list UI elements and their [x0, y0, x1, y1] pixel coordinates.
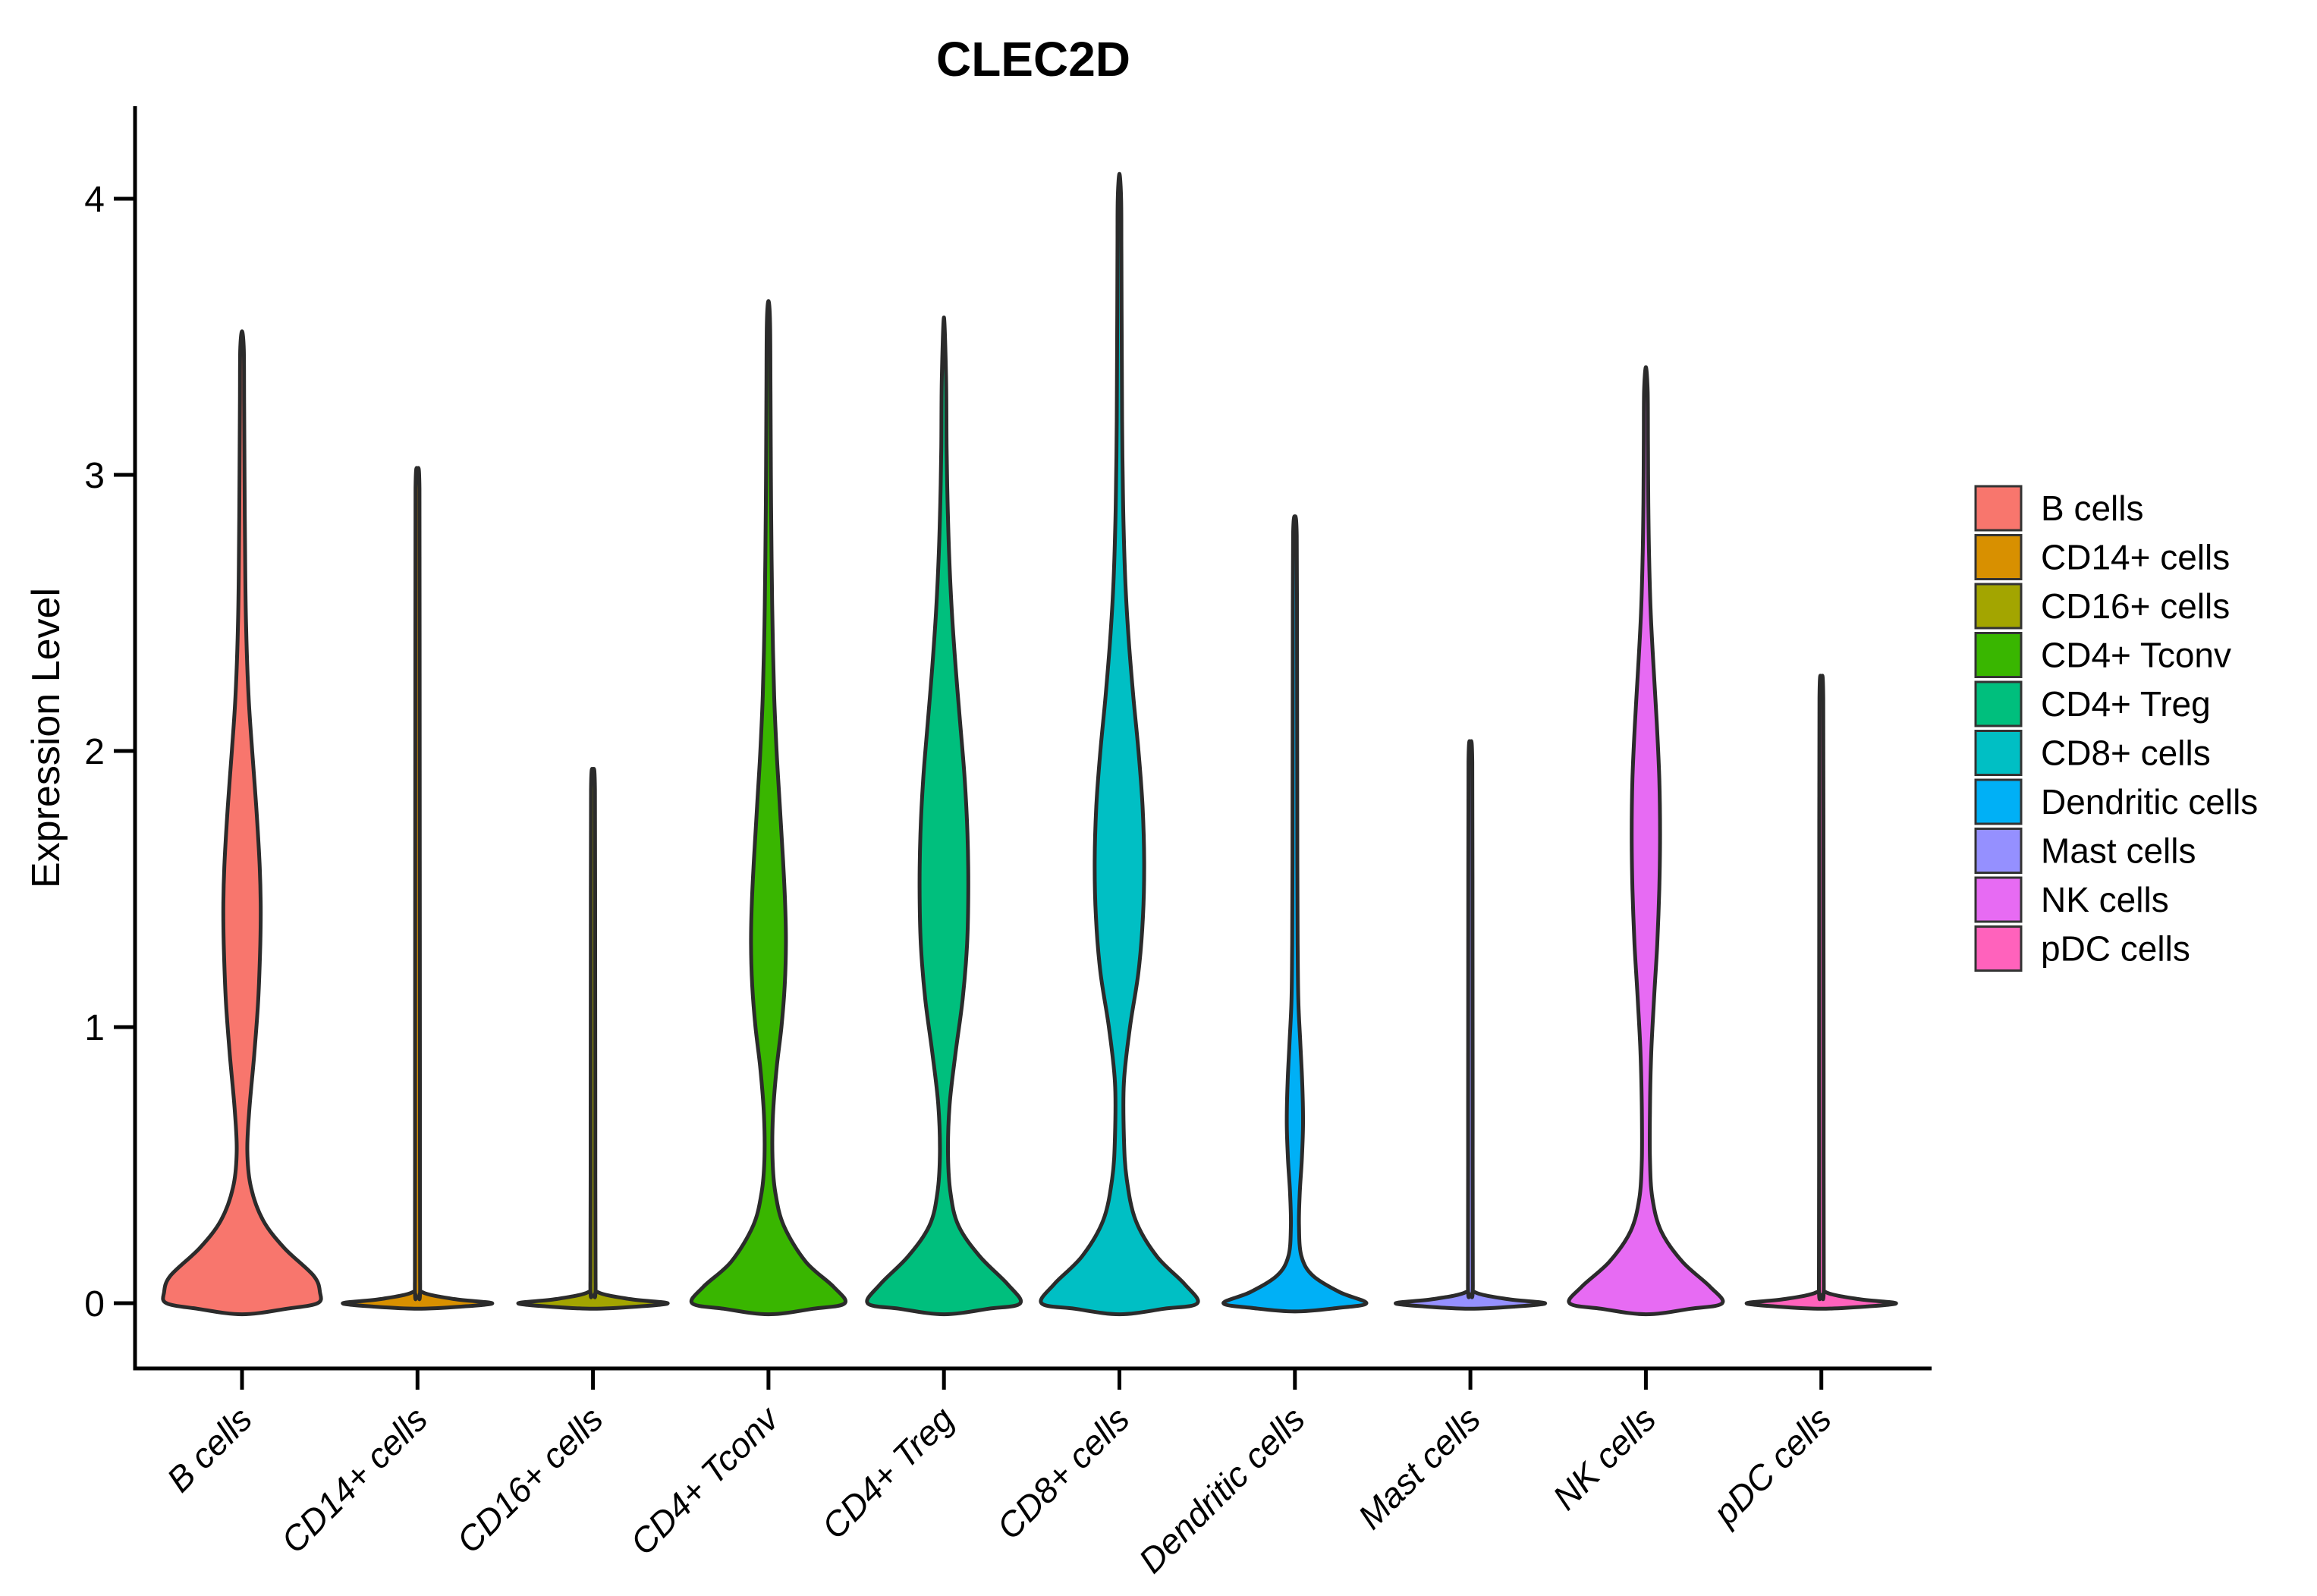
x-tick-label: CD8+ cells	[989, 1399, 1137, 1547]
legend-label: CD16+ cells	[2041, 586, 2230, 626]
violin-cd4-tconv	[689, 299, 847, 1317]
legend-item-dendritic-cells: Dendritic cells	[1974, 778, 2258, 825]
x-tick-label: Mast cells	[1350, 1399, 1488, 1536]
y-tick-label: 2	[84, 732, 105, 772]
x-tick-label: pDC cells	[1704, 1399, 1838, 1533]
violin-nk-cells	[1567, 365, 1725, 1317]
x-tick-label: B cells	[159, 1399, 259, 1500]
legend-item-b-cells: B cells	[1974, 485, 2143, 532]
legend-label: Mast cells	[2041, 831, 2196, 871]
y-tick-label: 1	[84, 1008, 105, 1048]
legend-swatch-cd8-cells	[1974, 730, 2023, 776]
legend-item-cd4-treg: CD4+ Treg	[1974, 680, 2211, 727]
legend-label: CD14+ cells	[2041, 538, 2230, 577]
legend-label: NK cells	[2041, 880, 2169, 919]
violin-b-cells	[161, 329, 323, 1317]
violin-dendritic-cells	[1221, 514, 1369, 1314]
y-tick-group: 0 1 2 3 4	[84, 180, 134, 1324]
legend-swatch-cd14-cells	[1974, 534, 2023, 580]
x-tick-label: CD14+ cells	[273, 1399, 435, 1560]
legend-label: CD4+ Treg	[2041, 684, 2211, 724]
x-tick-label: CD4+ Tconv	[623, 1397, 788, 1563]
legend-item-nk-cells: NK cells	[1974, 876, 2169, 923]
x-tick-label: CD16+ cells	[449, 1399, 611, 1560]
legend-swatch-dendritic-cells	[1974, 778, 2023, 825]
legend-item-mast-cells: Mast cells	[1974, 828, 2196, 874]
plot-title: CLEC2D	[936, 32, 1130, 86]
legend-label: pDC cells	[2041, 929, 2190, 969]
legend-label: CD4+ Tconv	[2041, 636, 2231, 675]
violin-pdc-cells	[1744, 674, 1898, 1311]
violin-cd4-treg	[865, 316, 1023, 1317]
legend-swatch-cd4-treg	[1974, 680, 2023, 727]
legend-swatch-cd4-tconv	[1974, 632, 2023, 678]
legend-item-cd4-tconv: CD4+ Tconv	[1974, 632, 2231, 678]
legend: B cells CD14+ cells CD16+ cells CD4+ Tconv C…	[1974, 485, 2258, 972]
legend-item-cd8-cells: CD8+ cells	[1974, 730, 2211, 776]
y-axis-title: Expression Level	[24, 588, 68, 888]
violin-cd14-cells	[341, 466, 495, 1311]
legend-swatch-mast-cells	[1974, 828, 2023, 874]
y-tick-label: 0	[84, 1284, 105, 1324]
legend-item-cd16-cells: CD16+ cells	[1974, 583, 2230, 630]
x-tick-label: Dendritic cells	[1131, 1399, 1313, 1580]
y-tick-label: 3	[84, 456, 105, 496]
legend-swatch-b-cells	[1974, 485, 2023, 532]
legend-item-pdc-cells: pDC cells	[1974, 925, 2190, 972]
legend-swatch-nk-cells	[1974, 876, 2023, 923]
y-tick-label: 4	[84, 180, 105, 220]
violin-cd16-cells	[516, 766, 670, 1311]
x-tick-group: B cells CD14+ cells CD16+ cells CD4+ Tconv C…	[159, 1368, 1839, 1581]
x-tick-label: CD4+ Treg	[814, 1399, 962, 1547]
violin-cd8-cells	[1039, 171, 1200, 1317]
violin-group	[161, 171, 1898, 1317]
legend-label: CD8+ cells	[2041, 734, 2211, 773]
legend-swatch-pdc-cells	[1974, 925, 2023, 972]
violin-mast-cells	[1394, 739, 1548, 1311]
legend-label: Dendritic cells	[2041, 782, 2258, 822]
x-tick-label: NK cells	[1545, 1399, 1663, 1517]
legend-item-cd14-cells: CD14+ cells	[1974, 534, 2230, 580]
legend-label: B cells	[2041, 489, 2143, 528]
legend-swatch-cd16-cells	[1974, 583, 2023, 630]
